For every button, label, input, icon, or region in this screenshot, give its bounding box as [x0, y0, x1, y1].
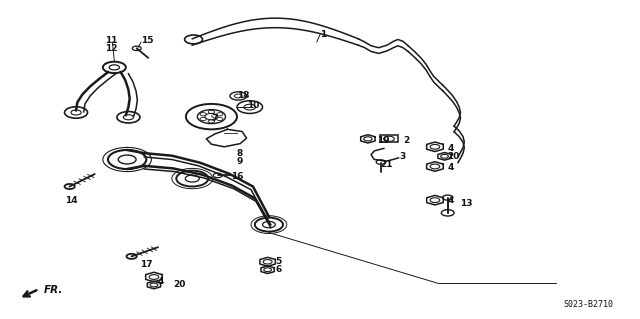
Text: 4: 4 [448, 163, 454, 172]
Text: 20: 20 [448, 152, 460, 161]
Text: 4: 4 [448, 144, 454, 153]
Text: 7: 7 [211, 114, 218, 123]
Text: 3: 3 [400, 152, 406, 161]
Text: 19: 19 [378, 136, 390, 145]
Text: 4: 4 [448, 196, 454, 205]
Text: 5: 5 [275, 257, 282, 266]
Text: 4: 4 [157, 277, 164, 286]
Text: 18: 18 [237, 92, 250, 100]
Text: 6: 6 [275, 264, 282, 274]
Text: 21: 21 [381, 160, 393, 169]
Text: 16: 16 [230, 173, 243, 182]
Text: 15: 15 [141, 36, 154, 45]
Text: 20: 20 [173, 280, 186, 289]
Text: FR.: FR. [44, 286, 63, 295]
Text: 13: 13 [461, 199, 473, 208]
Text: 8: 8 [237, 149, 243, 158]
Text: 9: 9 [237, 157, 243, 166]
Text: S023-B2710: S023-B2710 [564, 300, 614, 309]
Text: 1: 1 [320, 30, 326, 39]
Text: 2: 2 [403, 136, 409, 145]
Text: 10: 10 [246, 101, 259, 110]
Text: 12: 12 [105, 44, 117, 53]
Bar [380, 135, 398, 142]
Text: 14: 14 [65, 196, 77, 205]
Text: 11: 11 [105, 36, 117, 45]
Text: 17: 17 [140, 260, 152, 269]
